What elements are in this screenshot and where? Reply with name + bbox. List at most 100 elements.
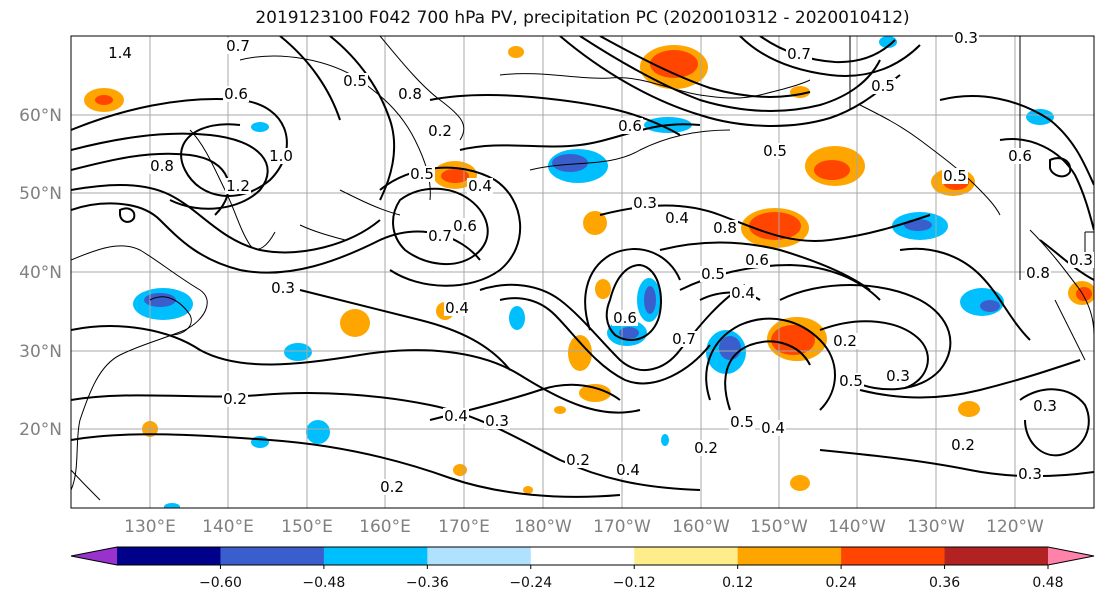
contour-label-background <box>149 158 175 174</box>
contour-label-background <box>664 210 690 226</box>
contour-label: 0.4 <box>468 177 492 195</box>
colorbar-segment <box>427 547 532 565</box>
contour-label: 0.8 <box>150 157 174 175</box>
contour-label: 0.4 <box>444 407 468 425</box>
contour-label-background <box>225 178 251 194</box>
contour-label: 0.4 <box>616 461 640 479</box>
colorbar-segment <box>944 547 1049 565</box>
colorbar-outline <box>70 546 1095 566</box>
contour-label: 0.5 <box>763 142 787 160</box>
contour-label-background <box>427 228 453 244</box>
contour-label: 0.8 <box>1026 264 1050 282</box>
latitude-labels: 60°N 50°N 40°N 30°N 20°N <box>19 106 62 440</box>
latitude-label: 50°N <box>19 184 62 204</box>
contour-label: 0.4 <box>445 299 469 317</box>
contour-label: 0.3 <box>886 367 910 385</box>
map-frame <box>70 35 1095 509</box>
contour-label: 0.2 <box>833 332 857 350</box>
colorbar-segment <box>634 547 739 565</box>
chart-title: 2019123100 F042 700 hPa PV, precipitatio… <box>255 8 910 28</box>
colorbar-tick-label: −0.36 <box>406 575 449 591</box>
contour-label-background <box>427 123 453 139</box>
colorbar-segment <box>737 547 842 565</box>
contour-label-background <box>786 46 812 62</box>
contour-label-background <box>838 373 864 389</box>
contour-label: 0.6 <box>1008 147 1032 165</box>
contour-label: 0.7 <box>787 45 811 63</box>
longitude-label: 180°W <box>514 517 572 537</box>
contour-label-background <box>467 178 493 194</box>
precip-negative-shading <box>133 36 1054 508</box>
contour-label: 0.3 <box>485 412 509 430</box>
contour-label-background <box>693 440 719 456</box>
contour-label: 0.5 <box>410 165 434 183</box>
contour-label: 0.2 <box>694 439 718 457</box>
latitude-label: 60°N <box>19 106 62 126</box>
colorbar-tick-label: −0.12 <box>613 575 656 591</box>
contour-label-background <box>632 195 658 211</box>
contour-label-background <box>729 414 755 430</box>
contour-label: 1.4 <box>108 44 132 62</box>
contour-label: 0.3 <box>1069 251 1093 269</box>
contour-label-background <box>409 166 435 182</box>
latitude-label: 40°N <box>19 263 62 283</box>
contour-label-background <box>885 368 911 384</box>
contour-label-background <box>1068 252 1094 268</box>
contour-label-background <box>615 462 641 478</box>
contour-label-background <box>397 86 423 102</box>
pv-contours <box>71 36 1094 498</box>
longitude-label: 170°E <box>438 517 490 537</box>
contour-label-background <box>452 218 478 234</box>
contour-label-background <box>760 420 786 436</box>
contour-label-background <box>222 391 248 407</box>
contour-label-background <box>617 118 643 134</box>
contour-label: 0.2 <box>951 436 975 454</box>
contour-label-background <box>870 78 896 94</box>
contour-label-background <box>942 168 968 184</box>
colorbar-segment <box>530 547 635 565</box>
colorbar-tick-label: −0.60 <box>199 575 242 591</box>
contour-label-background <box>484 413 510 429</box>
longitude-label: 160°E <box>359 517 411 537</box>
longitude-label: 140°W <box>828 517 886 537</box>
contour-label-background <box>700 266 726 282</box>
contour-label: 0.5 <box>701 265 725 283</box>
contour-label-background <box>270 280 296 296</box>
colorbar-segment <box>220 547 325 565</box>
contour-label: 0.7 <box>226 37 250 55</box>
contour-label: 0.6 <box>453 217 477 235</box>
colorbar <box>70 546 1095 566</box>
contour-label: 0.2 <box>428 122 452 140</box>
contour-label: 0.7 <box>672 330 696 348</box>
contour-label-background <box>223 86 249 102</box>
colorbar-tick-label: 0.12 <box>722 575 753 591</box>
contour-label-background <box>107 45 133 61</box>
longitude-label: 140°E <box>202 517 254 537</box>
longitude-label: 170°W <box>593 517 651 537</box>
contour-label: 0.3 <box>1033 397 1057 415</box>
contour-label-background <box>730 285 756 301</box>
contour-label-background <box>762 143 788 159</box>
contour-label: 0.4 <box>665 209 689 227</box>
contour-label: 0.7 <box>428 227 452 245</box>
contour-label: 0.8 <box>398 85 422 103</box>
contour-label-background <box>268 148 294 164</box>
contour-label: 0.8 <box>713 219 737 237</box>
contour-label-background <box>342 73 368 89</box>
colorbar-segment <box>323 547 428 565</box>
contour-label: 0.4 <box>731 284 755 302</box>
contour-label: 0.3 <box>1018 465 1042 483</box>
contour-label: 0.2 <box>566 451 590 469</box>
contour-label: 0.6 <box>745 251 769 269</box>
contour-label: 0.5 <box>839 372 863 390</box>
colorbar-tick-label: −0.24 <box>509 575 552 591</box>
contour-label-background <box>443 408 469 424</box>
contour-labels: 1.4 0.70.60.81.01.20.50.80.20.40.50.70.60… <box>107 29 1094 496</box>
contour-label-background <box>950 437 976 453</box>
contour-label-background <box>565 452 591 468</box>
longitude-label: 160°W <box>672 517 730 537</box>
contour-label: 0.2 <box>223 390 247 408</box>
contour-label: 0.6 <box>613 309 637 327</box>
colorbar-tick-labels: −0.60 −0.48 −0.36 −0.24 −0.12 0.12 0.24 0.36 0.4… <box>199 565 1064 591</box>
